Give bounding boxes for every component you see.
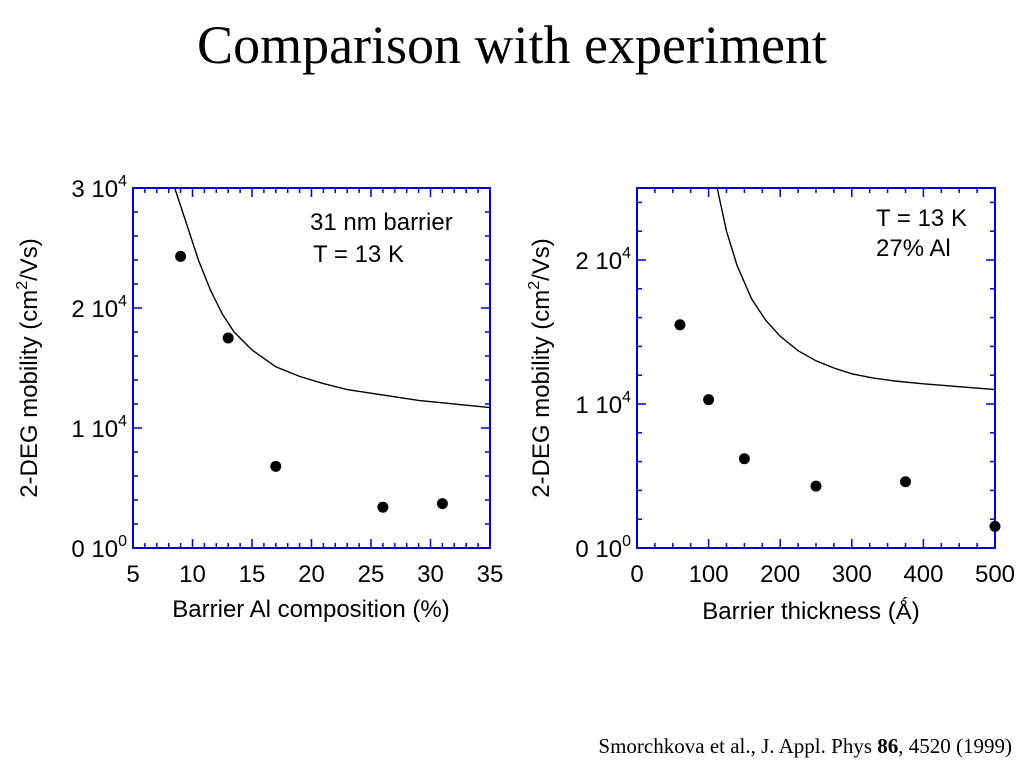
- data-point: [175, 250, 187, 262]
- citation-pages-year: , 4520 (1999): [898, 734, 1012, 758]
- data-point: [900, 476, 911, 488]
- y-axis-label: 2-DEG mobility (cm2/Vs): [526, 238, 555, 498]
- y-tick-label: 0 100: [71, 533, 127, 563]
- y-tick-label: 2 104: [71, 293, 127, 323]
- data-point: [674, 319, 686, 331]
- slide-title: Comparison with experiment: [197, 15, 827, 75]
- x-tick-label: 10: [179, 561, 206, 588]
- x-tick-label: 100: [689, 561, 729, 588]
- citation-authors: Smorchkova et al., J. Appl. Phys: [598, 734, 878, 758]
- data-point: [270, 460, 282, 472]
- y-tick-label: 1 104: [71, 413, 127, 443]
- plot-annotation: 27% Al: [876, 235, 951, 262]
- y-tick-label: 0 100: [575, 533, 631, 563]
- x-tick-label: 15: [239, 561, 266, 588]
- x-tick-label: 400: [903, 561, 943, 588]
- data-point: [989, 520, 1001, 532]
- x-tick-label: 35: [477, 561, 504, 588]
- x-tick-label: 5: [126, 561, 139, 588]
- citation-volume: 86: [877, 734, 899, 758]
- plot-frame: [132, 187, 491, 549]
- y-axis-label: 2-DEG mobility (cm2/Vs): [14, 238, 43, 498]
- plot-annotation: 31 nm barrier: [310, 209, 453, 236]
- x-tick-label: 200: [760, 561, 800, 588]
- x-tick-label: 30: [417, 561, 444, 588]
- data-point: [436, 498, 448, 510]
- y-tick-label: 3 104: [71, 173, 127, 203]
- x-tick-label: 25: [358, 561, 385, 588]
- data-point: [377, 501, 389, 513]
- plot-annotation: T = 13 K: [876, 205, 967, 232]
- citation: Smorchkova et al., J. Appl. Phys 86, 452…: [598, 734, 1012, 759]
- data-point: [810, 480, 822, 492]
- y-tick-label: 1 104: [575, 389, 631, 419]
- data-point: [703, 394, 715, 406]
- data-point: [222, 332, 234, 344]
- x-axis-label: Barrier thickness (Ǻ): [702, 597, 919, 625]
- plot-annotation: T = 13 K: [313, 241, 404, 268]
- x-tick-label: 0: [630, 561, 643, 588]
- y-tick-label: 2 104: [575, 245, 631, 275]
- theory-curve: [716, 187, 996, 391]
- data-point: [738, 453, 750, 465]
- x-axis-label: Barrier Al composition (%): [172, 596, 449, 623]
- x-tick-label: 300: [832, 561, 872, 588]
- theory-curve: [174, 187, 491, 409]
- chart-panel-2: 0 100 200 300 400 500 0 100 1 104 2 104 2-DEG mob…: [526, 187, 1015, 625]
- x-tick-label: 500: [975, 561, 1015, 588]
- x-tick-label: 20: [298, 561, 325, 588]
- chart-panel-1: 5 10 15 20 25 30 35 0 100 1 104 2 104 3 104 2-DEG m…: [14, 173, 503, 623]
